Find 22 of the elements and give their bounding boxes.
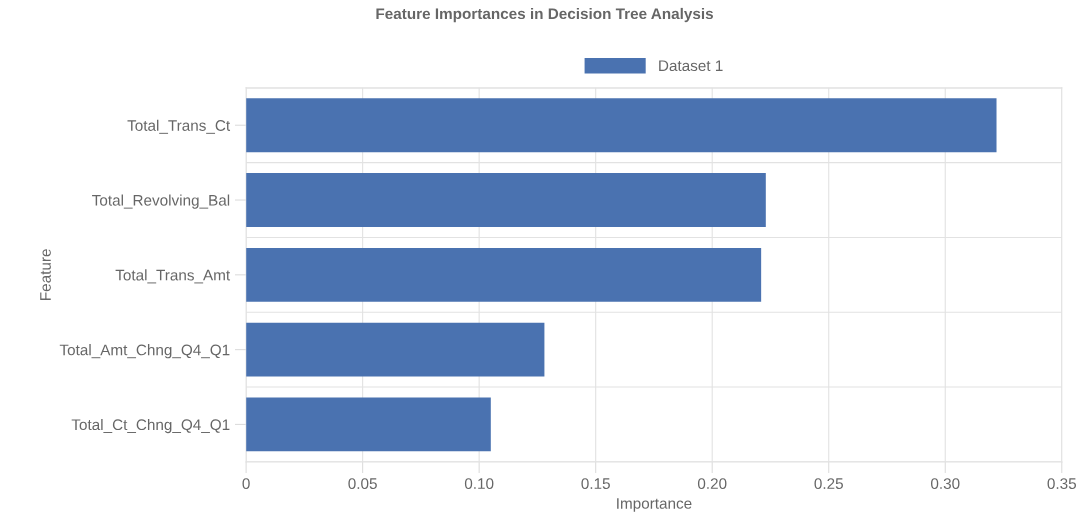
legend-label: Dataset 1 <box>659 60 723 72</box>
y-axis-title: Feature <box>40 249 51 300</box>
y-tick-label: Total_Trans_Amt <box>115 269 231 284</box>
y-tick-label: Total_Trans_Ct <box>127 119 231 134</box>
x-tick-label: 0.30 <box>930 478 960 490</box>
x-axis-title: Importance <box>617 498 692 512</box>
x-tick-label: 0.05 <box>348 478 377 490</box>
x-tick-label: 0.10 <box>464 478 494 490</box>
bar <box>246 98 997 153</box>
x-tick-label: 0.35 <box>1047 478 1076 490</box>
x-tick-label: 0 <box>242 478 250 490</box>
bar <box>246 173 766 227</box>
bar <box>246 397 491 452</box>
x-tick-label: 0.25 <box>814 478 843 490</box>
y-tick-label: Total_Revolving_Bal <box>92 194 230 209</box>
x-tick-label: 0.15 <box>581 478 610 490</box>
bar <box>246 322 545 377</box>
y-tick-label: Total_Amt_Chng_Q4_Q1 <box>59 344 230 359</box>
chart-title: Feature Importances in Decision Tree Analysis <box>376 7 713 23</box>
y-tick-label: Total_Ct_Chng_Q4_Q1 <box>71 418 230 434</box>
x-tick-label: 0.20 <box>697 478 727 490</box>
bar <box>246 247 762 302</box>
